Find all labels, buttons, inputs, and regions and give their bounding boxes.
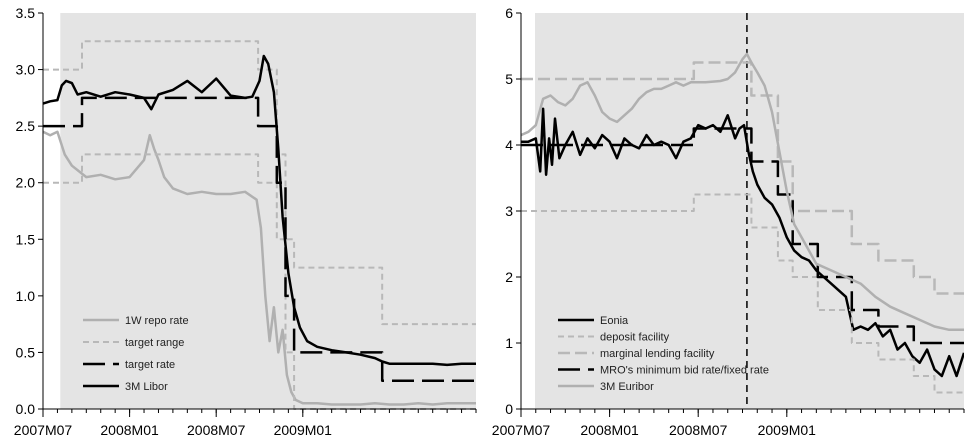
y-tick-label: 4 — [505, 137, 513, 153]
x-tick-label: 2008M01 — [580, 422, 639, 438]
y-tick-label: 0.0 — [16, 401, 36, 417]
y-tick-label: 2 — [505, 269, 513, 285]
x-tick-label: 2007M07 — [492, 422, 551, 438]
series-line-5 — [43, 54, 476, 367]
y-tick-label: 3.0 — [16, 62, 36, 78]
series-line-3 — [43, 153, 476, 410]
series-group — [43, 40, 476, 410]
y-tick-label: 1 — [505, 335, 513, 351]
series-line-1 — [521, 107, 964, 378]
y-tick-label: 3 — [505, 203, 513, 219]
series-line-2 — [521, 193, 964, 394]
legend-label: 3M Libor — [125, 381, 168, 393]
x-tick-label: 2009M01 — [274, 422, 333, 438]
y-tick-label: 0 — [505, 401, 513, 417]
chart-panel-2: 0 1 2 3 4 5 6 2007M07 2008M01 2008M07 2009M01 Eonia… — [492, 5, 965, 438]
x-tick-label: 2008M01 — [100, 422, 159, 438]
y-tick-label: 5 — [505, 71, 513, 87]
y-tick-label: 0.5 — [16, 344, 36, 360]
x-tick-label: 2008M07 — [669, 422, 728, 438]
legend: Eonia deposit facility marginal lending fa… — [558, 315, 769, 393]
legend-label: target rate — [125, 359, 175, 371]
y-tick-label: 6 — [505, 5, 513, 21]
legend-label: 3M Euribor — [600, 381, 654, 393]
chart-panel-1: 0.0 0.5 1.0 1.5 2.0 2.5 3.0 3.5 2007M07 2008M01 20… — [14, 5, 477, 438]
x-tick-label: 2009M01 — [758, 422, 817, 438]
legend-label: 1W repo rate — [125, 315, 189, 327]
x-tick-label: 2008M07 — [187, 422, 246, 438]
legend: 1W repo rate target range target rate 3M Li… — [83, 315, 189, 393]
legend-label: target range — [125, 337, 184, 349]
y-tick-label: 1.0 — [16, 288, 36, 304]
series-line-5 — [521, 52, 964, 332]
shaded-region — [60, 13, 476, 409]
y-tick-label: 3.5 — [16, 5, 36, 21]
legend-label: Eonia — [600, 315, 629, 327]
series-line-4 — [43, 96, 476, 382]
series-group — [521, 52, 964, 394]
series-line-2 — [43, 40, 476, 326]
y-tick-label: 2.0 — [16, 175, 36, 191]
legend-label: deposit facility — [600, 332, 670, 344]
series-line-4 — [521, 127, 964, 345]
x-tick-label: 2007M07 — [14, 422, 73, 438]
y-tick-label: 2.5 — [16, 118, 36, 134]
y-tick-label: 1.5 — [16, 231, 36, 247]
legend-label: marginal lending facility — [600, 348, 715, 360]
series-line-1 — [43, 130, 476, 406]
legend-label: MRO's minimum bid rate/fixed rate — [600, 365, 769, 377]
